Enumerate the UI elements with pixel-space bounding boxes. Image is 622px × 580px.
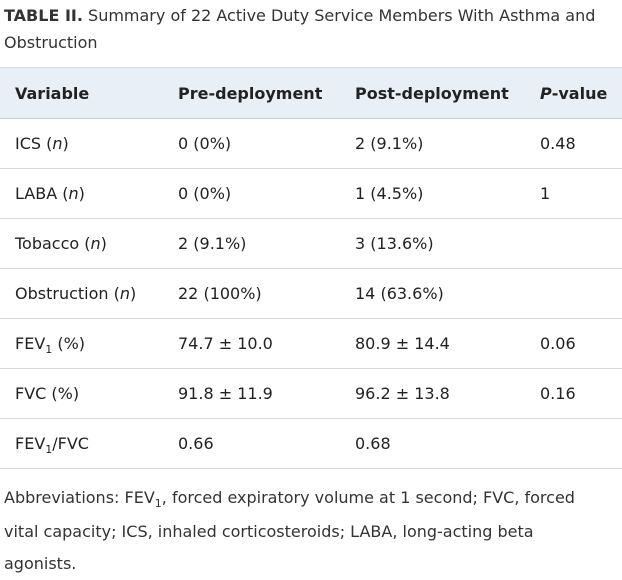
row-post-value: 3 (13.6%) — [355, 218, 540, 269]
row-pre-value: 2 (9.1%) — [178, 218, 355, 269]
summary-table: Variable Pre-deployment Post-deployment … — [0, 67, 622, 469]
row-post-value: 1 (4.5%) — [355, 168, 540, 219]
header-post-deployment: Post-deployment — [355, 67, 540, 119]
row-pre-value: 91.8 ± 11.9 — [178, 368, 355, 419]
row-pre-value: 0 (0%) — [178, 118, 355, 169]
table-row: ICS (n) 0 (0%) 2 (9.1%) 0.48 — [0, 118, 622, 169]
variable-name: ICS — [15, 134, 42, 153]
row-variable: LABA (n) — [0, 168, 178, 219]
row-variable: FVC (%) — [0, 368, 178, 419]
row-post-value: 2 (9.1%) — [355, 118, 540, 169]
row-p-value: 0.06 — [540, 318, 622, 369]
header-p-rest: -value — [551, 83, 608, 103]
variable-n: n — [68, 184, 79, 203]
footnote-subscript: 1 — [154, 497, 162, 510]
row-post-value: 96.2 ± 13.8 — [355, 368, 540, 419]
row-variable: FEV1 (%) — [0, 318, 178, 369]
row-p-value: 1 — [540, 168, 622, 219]
row-pre-value: 74.7 ± 10.0 — [178, 318, 355, 369]
variable-name: Tobacco — [15, 234, 80, 253]
variable-suffix: /FVC — [52, 434, 89, 453]
footnote-start: Abbreviations: FEV — [4, 488, 155, 507]
table-header-row: Variable Pre-deployment Post-deployment … — [0, 67, 622, 119]
variable-suffix: (%) — [52, 334, 86, 353]
header-pre-deployment: Pre-deployment — [178, 67, 355, 119]
row-variable: Tobacco (n) — [0, 218, 178, 269]
row-pre-value: 0 (0%) — [178, 168, 355, 219]
variable-name: Obstruction — [15, 284, 109, 303]
table-row: FVC (%) 91.8 ± 11.9 96.2 ± 13.8 0.16 — [0, 368, 622, 419]
row-variable: ICS (n) — [0, 118, 178, 169]
row-p-value — [540, 218, 622, 269]
row-p-value — [540, 418, 622, 469]
row-pre-value: 0.66 — [178, 418, 355, 469]
table-row: FEV1 (%) 74.7 ± 10.0 80.9 ± 14.4 0.06 — [0, 318, 622, 369]
row-post-value: 14 (63.6%) — [355, 268, 540, 319]
header-variable: Variable — [0, 67, 178, 119]
variable-n: n — [119, 284, 130, 303]
variable-n: n — [90, 234, 101, 253]
table-row: LABA (n) 0 (0%) 1 (4.5%) 1 — [0, 168, 622, 219]
row-pre-value: 22 (100%) — [178, 268, 355, 319]
table-title: Summary of 22 Active Duty Service Member… — [4, 6, 596, 52]
header-p-value: P-value — [540, 67, 622, 119]
row-post-value: 80.9 ± 14.4 — [355, 318, 540, 369]
variable-name: LABA — [15, 184, 58, 203]
table-row: Obstruction (n) 22 (100%) 14 (63.6%) — [0, 268, 622, 319]
variable-subscript: 1 — [45, 443, 53, 456]
row-p-value — [540, 268, 622, 319]
row-p-value: 0.48 — [540, 118, 622, 169]
variable-subscript: 1 — [45, 343, 53, 356]
variable-name: FEV — [15, 434, 46, 453]
row-variable: FEV1/FVC — [0, 418, 178, 469]
variable-name: FEV — [15, 334, 46, 353]
row-post-value: 0.68 — [355, 418, 540, 469]
row-p-value: 0.16 — [540, 368, 622, 419]
table-row: FEV1/FVC 0.66 0.68 — [0, 418, 622, 469]
table-label: TABLE II. — [4, 6, 83, 25]
variable-n: n — [52, 134, 63, 153]
row-variable: Obstruction (n) — [0, 268, 178, 319]
header-p-italic: P — [540, 83, 552, 103]
table-footnote: Abbreviations: FEV1, forced expiratory v… — [4, 482, 604, 580]
table-row: Tobacco (n) 2 (9.1%) 3 (13.6%) — [0, 218, 622, 269]
table-caption: TABLE II. Summary of 22 Active Duty Serv… — [4, 2, 604, 56]
